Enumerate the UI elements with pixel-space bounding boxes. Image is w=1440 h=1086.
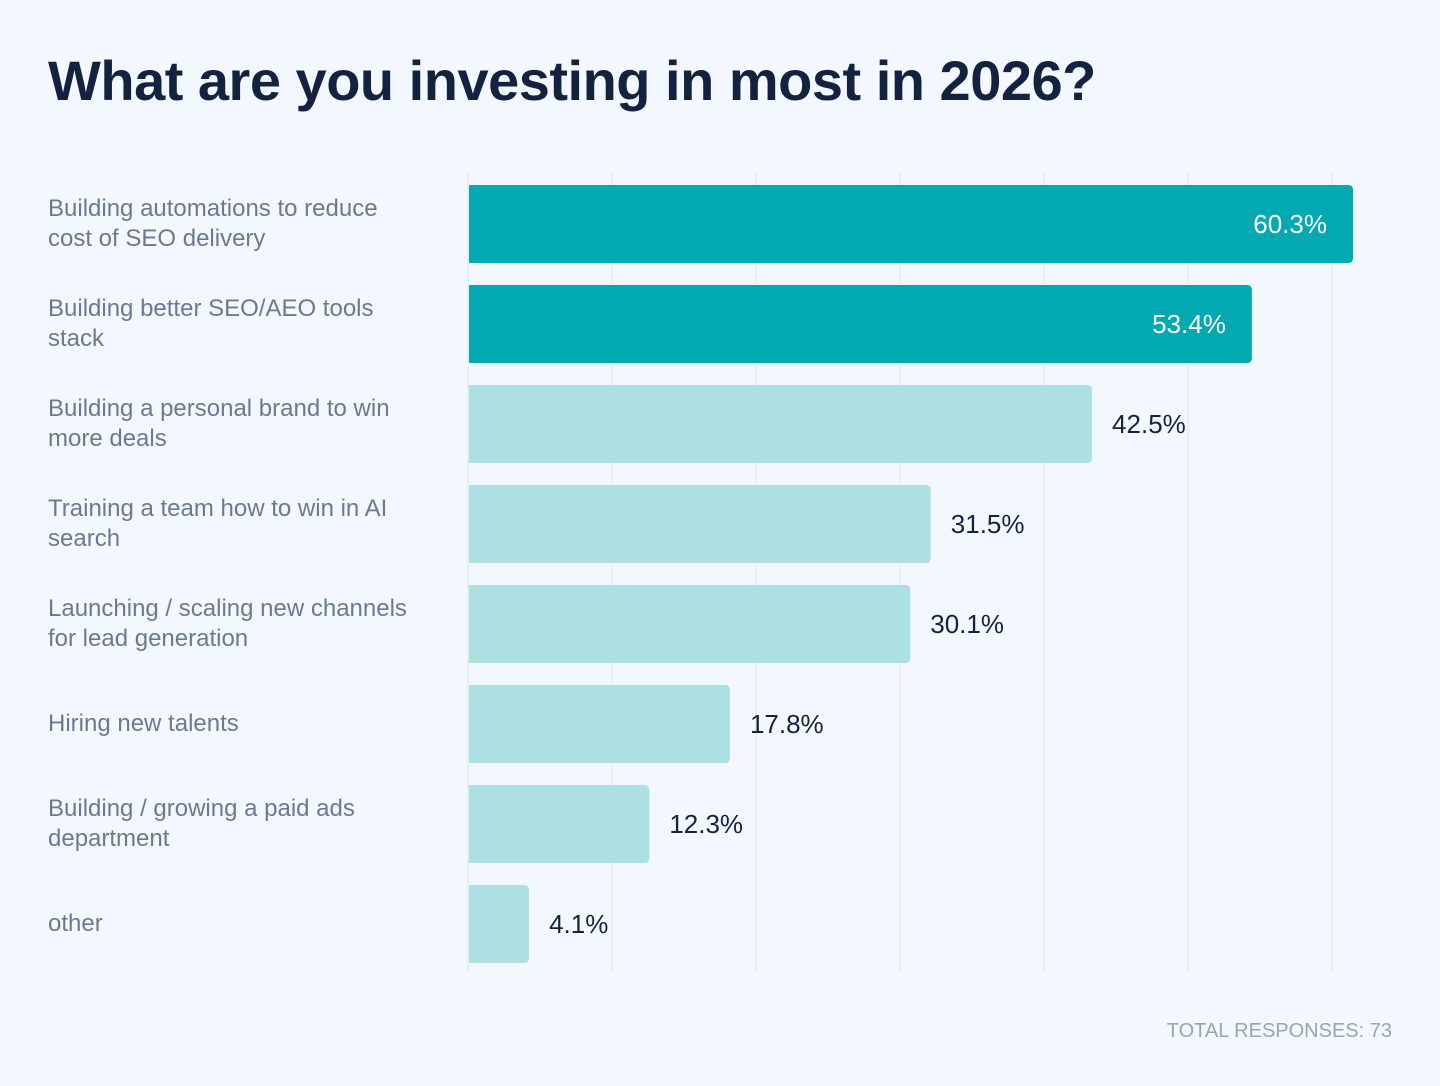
chart-title: What are you investing in most in 2026? [48,49,1096,112]
category-label: Launching / scaling new channels for lea… [48,595,407,652]
bar [469,685,730,763]
category-label: Building better SEO/AEO tools stack [48,295,374,352]
category-label: Hiring new talents [48,710,239,737]
data-label: 31.5% [951,509,1025,539]
total-responses: TOTAL RESPONSES: 73 [1166,1020,1392,1042]
category-label: Training a team how to win in AI search [48,495,388,552]
data-label: 42.5% [1112,409,1186,439]
category-label: Building / growing a paid ads department [48,795,355,852]
bar [469,385,1093,463]
bar [469,785,650,863]
data-label: 17.8% [750,709,824,739]
bar [469,185,1353,263]
bar [469,585,911,663]
bar [469,885,530,963]
category-label: Building a personal brand to win more de… [48,395,390,452]
bar [469,285,1252,363]
data-label: 12.3% [669,809,743,839]
category-label: other [48,910,103,937]
data-label: 30.1% [930,609,1004,639]
data-label: 4.1% [549,909,608,939]
bar [469,485,931,563]
category-label: Building automations to reduce cost of S… [48,195,378,252]
data-label: 60.3% [1253,209,1327,239]
data-label: 53.4% [1152,309,1226,339]
